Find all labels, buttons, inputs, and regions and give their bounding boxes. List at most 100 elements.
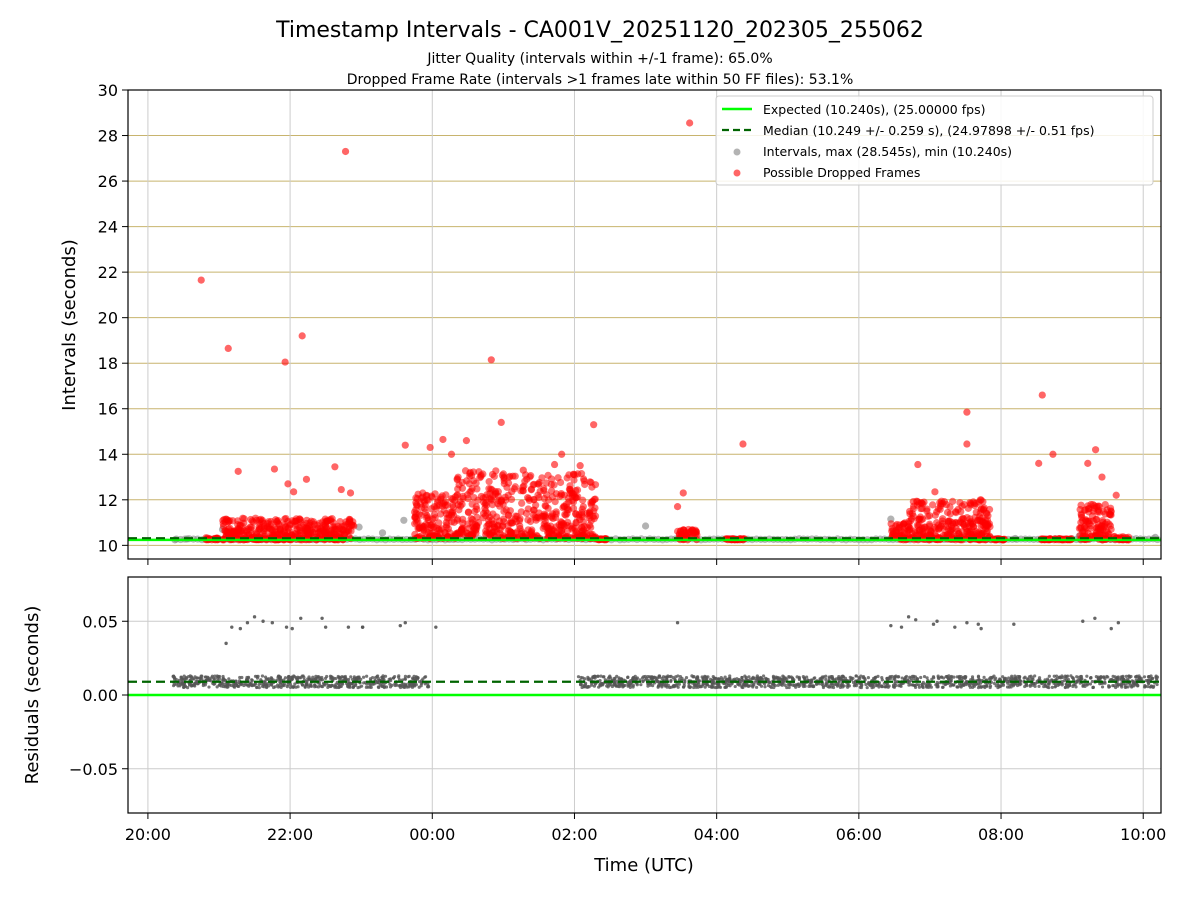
dropped-frame-point bbox=[1078, 513, 1086, 522]
residual-point bbox=[403, 621, 407, 625]
dropped-frame-point bbox=[1084, 529, 1092, 537]
dropped-frame-point bbox=[485, 478, 493, 486]
dropped-frame-point bbox=[540, 520, 548, 528]
dropped-frame-point bbox=[473, 513, 481, 521]
residual-point bbox=[835, 684, 840, 688]
residual-point bbox=[705, 683, 709, 687]
residual-point bbox=[272, 685, 276, 690]
residual-point bbox=[291, 685, 295, 689]
residual-point bbox=[289, 677, 293, 681]
residual-point bbox=[172, 674, 176, 678]
dropped-frame-point bbox=[488, 501, 497, 509]
residual-point bbox=[840, 683, 845, 687]
residual-point bbox=[282, 682, 286, 686]
residual-point bbox=[257, 686, 261, 690]
residual-point bbox=[1081, 619, 1085, 623]
legend-box bbox=[715, 95, 1154, 186]
residual-point bbox=[772, 677, 776, 681]
residual-point bbox=[911, 683, 915, 687]
residual-point bbox=[919, 675, 923, 680]
residual-point bbox=[334, 682, 338, 686]
residual-point bbox=[710, 685, 714, 689]
dropped-frame-point bbox=[529, 481, 537, 489]
residual-point bbox=[837, 675, 841, 679]
residual-point bbox=[871, 683, 875, 687]
residual-point bbox=[1142, 675, 1147, 679]
dropped-frame-point bbox=[587, 478, 595, 487]
residual-point bbox=[988, 684, 993, 688]
residual-point bbox=[1080, 677, 1084, 681]
residual-point bbox=[1129, 674, 1133, 679]
dropped-frame-point bbox=[566, 485, 574, 493]
residual-point bbox=[761, 674, 766, 678]
dropped-frame-point bbox=[946, 503, 954, 511]
residual-point bbox=[1043, 683, 1047, 687]
residual-point bbox=[797, 677, 802, 682]
residual-point bbox=[388, 685, 393, 689]
residual-point bbox=[628, 685, 632, 689]
legend: Expected (10.240s), (25.00000 fps) Media… bbox=[715, 95, 1154, 186]
dropped-frame-point bbox=[572, 494, 580, 502]
dropped-frame-point bbox=[401, 441, 409, 449]
x-tick-label: 06:00 bbox=[836, 825, 882, 844]
residual-point bbox=[253, 682, 258, 686]
residual-point bbox=[671, 684, 676, 688]
dropped-frame-point bbox=[457, 526, 466, 534]
dropped-frame-point bbox=[578, 513, 587, 521]
residual-point bbox=[696, 680, 700, 685]
residual-point bbox=[998, 678, 1003, 682]
residual-point bbox=[848, 675, 852, 680]
intervals-y-label: Intervals (seconds) bbox=[59, 239, 80, 411]
y-tick-label: 12 bbox=[98, 491, 118, 510]
residual-point bbox=[826, 685, 830, 689]
dropped-frame-point bbox=[497, 418, 505, 426]
dropped-frame-point bbox=[526, 517, 535, 526]
residual-point bbox=[925, 676, 929, 680]
residual-point bbox=[306, 685, 311, 689]
dropped-frame-point bbox=[982, 509, 990, 517]
dropped-frame-point bbox=[552, 523, 560, 531]
residual-point bbox=[928, 683, 932, 687]
residual-point bbox=[606, 685, 610, 689]
residual-point bbox=[727, 679, 731, 683]
dropped-frame-point bbox=[943, 508, 952, 517]
legend-dropped-swatch bbox=[733, 169, 741, 177]
residual-point bbox=[240, 675, 244, 680]
dropped-frame-point bbox=[1038, 391, 1046, 399]
residual-point bbox=[752, 683, 756, 687]
residual-point bbox=[680, 676, 684, 680]
residual-point bbox=[595, 674, 600, 678]
dropped-frame-point bbox=[459, 515, 467, 523]
dropped-frame-point bbox=[485, 516, 493, 524]
residual-point bbox=[306, 677, 310, 681]
residual-point bbox=[884, 685, 888, 689]
residual-point bbox=[681, 685, 686, 689]
dropped-frame-point bbox=[511, 483, 519, 491]
dropped-frame-point bbox=[977, 504, 985, 513]
residual-point bbox=[263, 675, 268, 679]
dropped-frame-point bbox=[453, 491, 462, 499]
residual-point bbox=[1109, 626, 1113, 631]
residual-point bbox=[1136, 683, 1140, 688]
residual-point bbox=[953, 625, 957, 629]
residual-point bbox=[368, 685, 372, 689]
dropped-frame-point bbox=[977, 496, 985, 504]
dropped-frame-point bbox=[675, 530, 684, 538]
dropped-frame-point bbox=[1049, 450, 1057, 458]
residual-point bbox=[371, 682, 375, 686]
residual-point bbox=[830, 685, 834, 689]
residual-point bbox=[383, 674, 388, 678]
residual-point bbox=[711, 680, 715, 685]
dropped-frame-point bbox=[549, 514, 557, 522]
dropped-frame-point bbox=[447, 450, 456, 458]
residual-point bbox=[735, 677, 739, 681]
residual-point bbox=[930, 677, 934, 681]
dropped-frame-point bbox=[296, 524, 304, 532]
dropped-frame-point bbox=[563, 521, 571, 530]
residual-point bbox=[861, 676, 865, 680]
residual-point bbox=[325, 674, 329, 679]
dropped-frame-point bbox=[547, 475, 556, 483]
residual-point bbox=[887, 684, 891, 688]
residual-point bbox=[407, 685, 411, 689]
residual-point bbox=[1126, 685, 1130, 689]
